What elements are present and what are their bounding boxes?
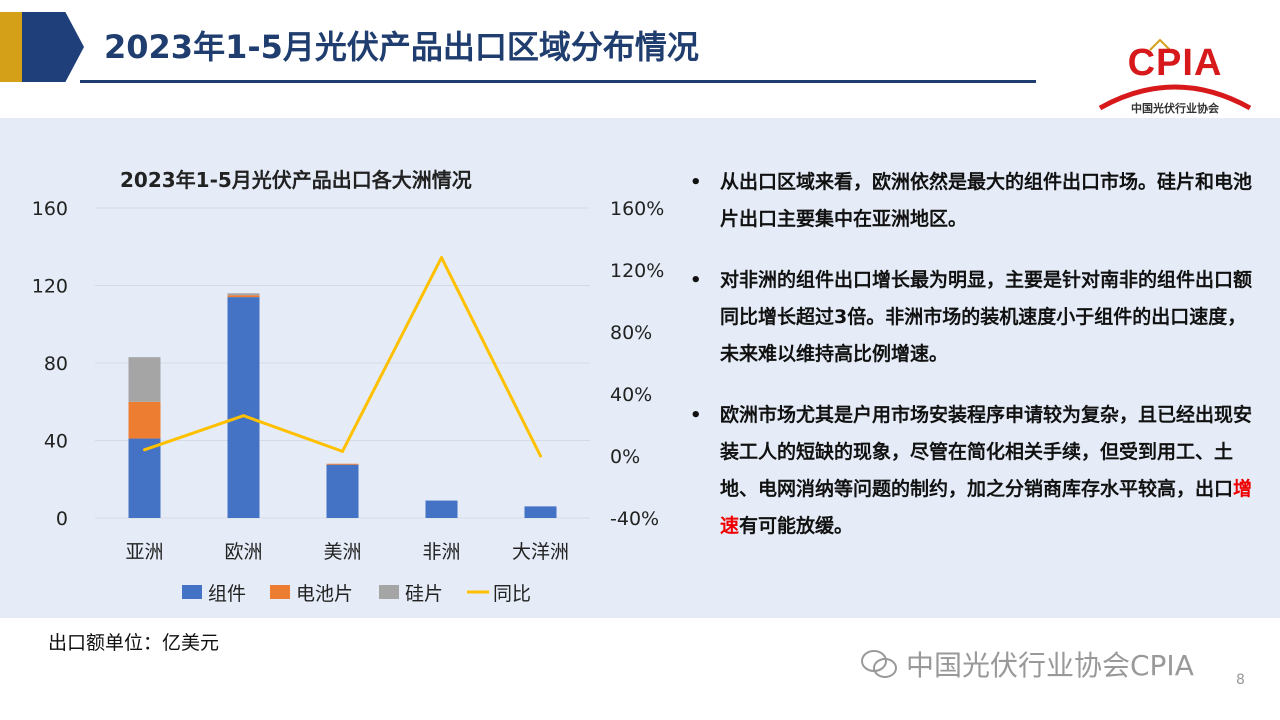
y-right-tick-label: 120% [610, 260, 664, 282]
watermark-text: 中国光伏行业协会CPIA [906, 649, 1194, 682]
chart-title: 2023年1-5月光伏产品出口各大洲情况 [120, 168, 472, 192]
y-left-tick-label: 160 [32, 198, 68, 220]
legend-swatch [270, 585, 290, 599]
y-right-tick-label: 40% [610, 384, 652, 406]
bullet-list: • 从出口区域来看，欧洲依然是最大的组件出口市场。硅片和电池片出口主要集中在亚洲… [690, 164, 1265, 569]
bullet-text-3b: 有可能放缓。 [739, 515, 854, 537]
bar-电池片 [227, 295, 260, 298]
bar-电池片 [128, 401, 161, 439]
line-point [242, 414, 245, 418]
y-right-tick-label: 0% [610, 446, 640, 468]
bullet-item-3: • 欧洲市场尤其是户用市场安装程序申请较为复杂，且已经出现安装工人的短缺的现象，… [690, 397, 1265, 545]
bullet-dot-icon: • [690, 172, 702, 193]
y-left-tick-label: 120 [32, 276, 68, 298]
line-point [143, 448, 146, 452]
header-accent-gold [0, 12, 22, 82]
cpia-logo: CPIA 中国光伏行业协会 [1090, 36, 1260, 116]
watermark: 中国光伏行业协会CPIA [860, 644, 1194, 684]
bar-硅片 [227, 293, 260, 296]
bar-硅片 [128, 357, 161, 402]
logo-subtitle: 中国光伏行业协会 [1131, 102, 1219, 115]
legend-label: 组件 [208, 583, 246, 605]
x-tick-label: 非洲 [422, 541, 460, 563]
bar-组件 [227, 297, 260, 518]
y-right-tick-label: 80% [610, 322, 652, 344]
page-number: 8 [1236, 672, 1245, 688]
bullet-item-1: • 从出口区域来看，欧洲依然是最大的组件出口市场。硅片和电池片出口主要集中在亚洲… [690, 164, 1265, 238]
y-left-tick-label: 80 [44, 353, 68, 375]
y-left-tick-label: 40 [44, 431, 68, 453]
bar-组件 [128, 438, 161, 518]
bullet-item-2: • 对非洲的组件出口增长最为明显，主要是针对南非的组件出口额同比增长超过3倍。非… [690, 262, 1265, 373]
legend-label: 硅片 [405, 583, 443, 605]
line-point [341, 449, 344, 453]
page-title: 2023年1-5月光伏产品出口区域分布情况 [104, 28, 699, 66]
content-panel [0, 118, 1280, 618]
bar-组件 [524, 506, 557, 518]
legend-swatch [182, 585, 202, 599]
logo-arc-icon [1098, 38, 1252, 111]
bullet-text-3a: 欧洲市场尤其是户用市场安装程序申请较为复杂，且已经出现安装工人的短缺的现象，尽管… [720, 404, 1253, 500]
legend-swatch [379, 585, 399, 599]
x-tick-label: 美洲 [323, 541, 361, 563]
x-tick-label: 欧洲 [224, 541, 262, 563]
wechat-icon [861, 650, 897, 678]
title-underline [80, 80, 1036, 83]
bar-电池片 [326, 463, 359, 465]
line-series-同比 [144, 256, 542, 457]
line-point [539, 454, 542, 458]
y-left-tick-label: 0 [56, 508, 68, 530]
bullet-text-1: 从出口区域来看，欧洲依然是最大的组件出口市场。硅片和电池片出口主要集中在亚洲地区… [720, 171, 1253, 230]
y-right-tick-label: 160% [610, 198, 664, 220]
bar-组件 [326, 464, 359, 518]
y-right-tick-label: -40% [610, 508, 659, 530]
bullet-dot-icon: • [690, 270, 702, 291]
legend-label: 电池片 [296, 583, 353, 605]
line-point [440, 256, 443, 260]
bullet-dot-icon: • [690, 405, 702, 426]
bullet-highlight: 增速 [720, 478, 1253, 537]
x-tick-label: 亚洲 [125, 541, 163, 563]
logo-text: CPIA [1127, 42, 1223, 84]
bar-组件 [425, 500, 458, 518]
legend-label: 同比 [493, 583, 531, 605]
bullet-text-2: 对非洲的组件出口增长最为明显，主要是针对南非的组件出口额同比增长超过3倍。非洲市… [720, 269, 1253, 365]
unit-note: 出口额单位：亿美元 [48, 632, 220, 654]
x-tick-label: 大洋洲 [512, 541, 569, 563]
